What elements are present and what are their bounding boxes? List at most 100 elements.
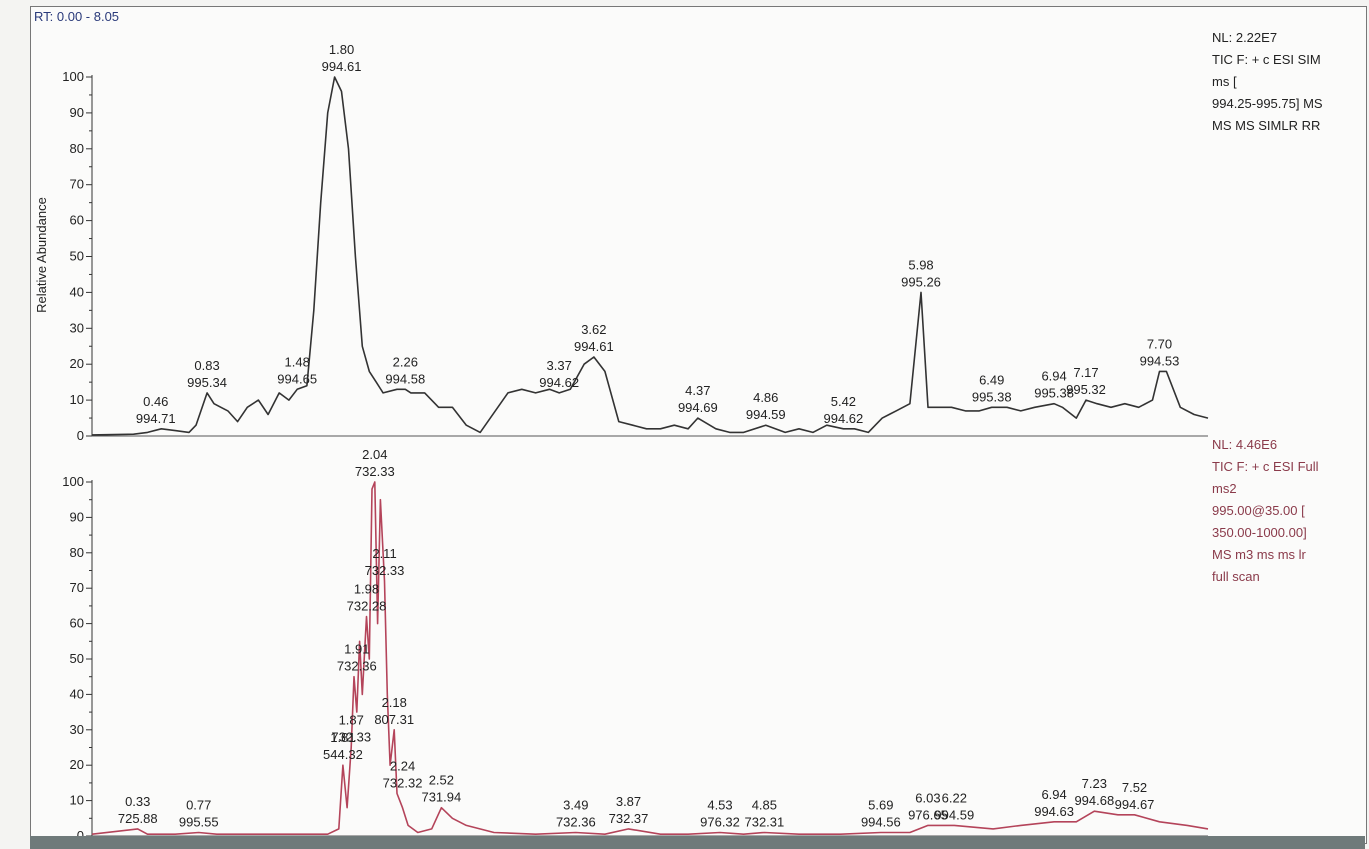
peak-annotation: 995.38 6.49 [972, 372, 1012, 404]
peak-rt-label: 7.70 [1147, 336, 1172, 351]
peak-rt-label: 4.86 [753, 390, 778, 405]
nl-info-line: 350.00-1000.00] [1212, 525, 1307, 540]
peak-rt-label: 2.11 [372, 546, 396, 561]
peak-annotation: 994.62 5.42 [824, 394, 864, 426]
peak-rt-label: 1.81 [330, 730, 355, 745]
y-tick-label-top: 40 [70, 284, 84, 299]
peak-annotation: 995.32 7.17 [1066, 365, 1106, 397]
trace-line-top [91, 76, 1209, 436]
peak-mz-label: 725.88 [118, 811, 158, 826]
peak-rt-label: 3.62 [581, 322, 606, 337]
peak-annotation: 995.26 5.98 [901, 257, 941, 289]
peak-annotation: 732.28 1.98 [347, 582, 387, 614]
peak-annotation: 994.58 2.26 [385, 354, 425, 386]
peak-annotation: 994.69 4.37 [678, 383, 718, 415]
peak-rt-label: 0.77 [186, 797, 211, 812]
peak-mz-label: 994.71 [136, 411, 176, 426]
peak-rt-label: 6.94 [1041, 369, 1066, 384]
peak-mz-label: 994.61 [574, 339, 614, 354]
peak-mz-label: 994.59 [746, 407, 786, 422]
peak-annotation: 995.34 0.83 [187, 358, 227, 390]
peak-mz-label: 544.32 [323, 747, 363, 762]
peak-annotation: 995.38 6.94 [1034, 369, 1074, 401]
nl-info-line: TIC F: + c ESI SIM [1212, 52, 1321, 67]
peak-rt-label: 0.33 [125, 794, 150, 809]
nl-info-line: 995.00@35.00 [ [1212, 503, 1305, 518]
peak-mz-label: 732.33 [331, 730, 371, 745]
peak-mz-label: 995.26 [901, 274, 941, 289]
peak-rt-label: 5.42 [831, 394, 856, 409]
peak-rt-label: 2.52 [429, 773, 454, 788]
trace-line-bottom [91, 481, 1209, 835]
peak-rt-label: 3.87 [616, 794, 641, 809]
peak-mz-label: 994.69 [678, 400, 718, 415]
peak-annotation: 994.68 7.23 [1074, 776, 1114, 808]
nl-info-line: MS m3 ms ms lr [1212, 547, 1306, 562]
peak-annotation: 994.63 6.94 [1034, 787, 1074, 819]
peak-annotation: 994.59 4.86 [746, 390, 786, 422]
peak-annotation: 544.32 1.81 [323, 730, 363, 762]
peak-mz-label: 994.56 [861, 814, 901, 829]
peak-annotation: 732.37 3.87 [609, 794, 649, 826]
peak-rt-label: 1.48 [285, 354, 310, 369]
peak-mz-label: 994.65 [277, 371, 317, 386]
y-tick-label-bottom: 90 [70, 509, 84, 524]
nl-info-line: ms [ [1212, 74, 1237, 89]
peak-rt-label: 7.52 [1122, 780, 1147, 795]
peak-mz-label: 994.67 [1115, 797, 1155, 812]
peak-annotation: 976.65 6.03 [908, 790, 948, 822]
peak-rt-label: 4.37 [685, 383, 710, 398]
peak-rt-label: 6.94 [1041, 787, 1066, 802]
peak-annotation: 994.67 7.52 [1115, 780, 1155, 812]
y-tick-label-bottom: 80 [70, 545, 84, 560]
peak-rt-label: 1.91 [344, 642, 369, 657]
peak-annotation: 994.62 3.37 [539, 358, 579, 390]
peak-annotation: 994.65 1.48 [277, 354, 317, 386]
peak-annotation: 732.36 1.91 [337, 642, 377, 674]
y-tick-label-top: 70 [70, 177, 84, 192]
y-axis-label-top: Relative Abundance [34, 197, 49, 313]
nl-info-line: ms2 [1212, 481, 1237, 496]
peak-mz-label: 994.68 [1074, 793, 1114, 808]
peak-mz-label: 994.61 [322, 59, 362, 74]
peak-rt-label: 1.80 [329, 42, 354, 57]
peak-mz-label: 732.31 [744, 814, 784, 829]
y-tick-label-top: 50 [70, 249, 84, 264]
y-tick-label-top: 30 [70, 320, 84, 335]
peak-rt-label: 2.26 [393, 354, 418, 369]
peak-rt-label: 4.85 [752, 797, 777, 812]
y-tick-label-bottom: 30 [70, 722, 84, 737]
peak-annotation: 994.61 1.80 [322, 42, 362, 74]
peak-mz-label: 995.34 [187, 375, 227, 390]
peak-rt-label: 6.22 [942, 790, 967, 805]
peak-rt-label: 7.23 [1082, 776, 1107, 791]
peak-annotation: 994.56 5.69 [861, 797, 901, 829]
peak-rt-label: 2.18 [382, 695, 407, 710]
peak-mz-label: 732.33 [355, 464, 395, 479]
peak-rt-label: 4.53 [707, 797, 732, 812]
peak-mz-label: 732.32 [383, 776, 423, 791]
peak-mz-label: 995.38 [972, 389, 1012, 404]
y-tick-label-bottom: 10 [70, 793, 84, 808]
peak-mz-label: 994.53 [1140, 353, 1180, 368]
y-tick-label-top: 100 [62, 69, 84, 84]
peak-annotation: 995.55 0.77 [179, 797, 219, 829]
peak-annotation: 732.31 4.85 [744, 797, 784, 829]
peak-rt-label: 0.46 [143, 394, 168, 409]
peak-rt-label: 3.49 [563, 797, 588, 812]
peak-rt-label: 2.24 [390, 759, 415, 774]
y-tick-label-bottom: 0 [77, 828, 84, 843]
peak-mz-label: 731.94 [421, 790, 461, 805]
peak-annotation: 731.94 2.52 [421, 773, 461, 805]
peak-mz-label: 732.33 [365, 563, 405, 578]
y-tick-label-bottom: 100 [62, 474, 84, 489]
peak-annotation: 807.31 2.18 [374, 695, 414, 727]
panel-bottom: 0 10 20 30 40 50 60 70 80 90 100 725.88 0.33 995.55 0.… [62, 447, 1209, 843]
peak-annotation: 732.33 2.11 [365, 546, 405, 578]
y-tick-label-top: 10 [70, 392, 84, 407]
nl-info-line: MS MS SIMLR RR [1212, 118, 1321, 133]
y-tick-label-top: 20 [70, 356, 84, 371]
peak-rt-label: 7.17 [1073, 365, 1098, 380]
y-tick-label-bottom: 40 [70, 686, 84, 701]
